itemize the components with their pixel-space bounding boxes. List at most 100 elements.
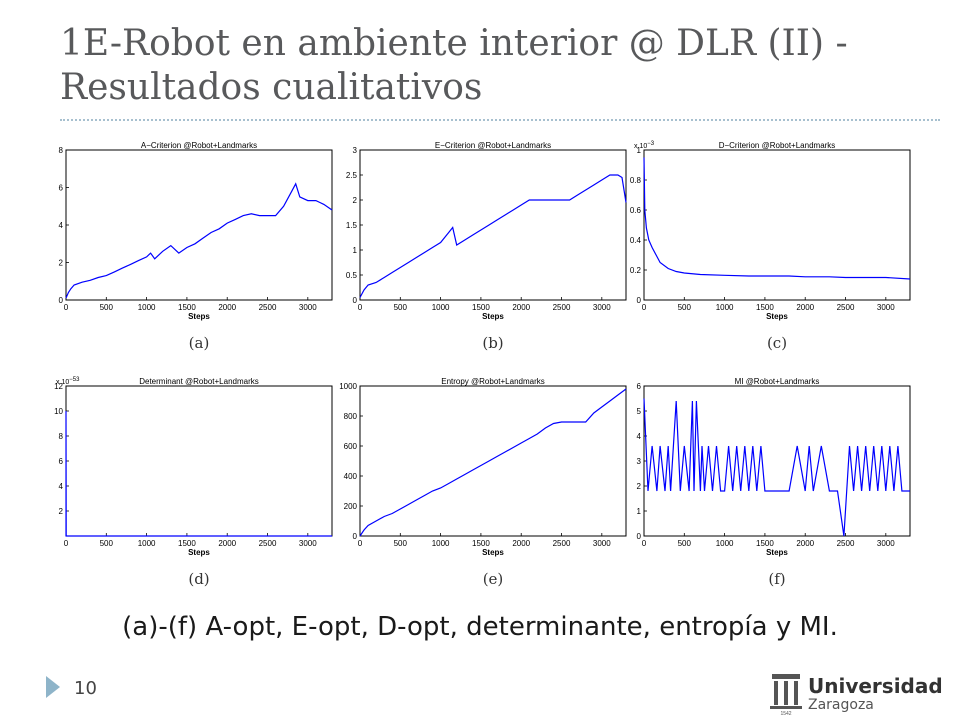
x-tick-label: 1000 <box>432 539 450 548</box>
x-axis-label: Steps <box>482 312 504 321</box>
x-axis-label: Steps <box>766 548 788 557</box>
x-axis-label: Steps <box>482 548 504 557</box>
bullet-arrow-icon <box>46 676 60 698</box>
x-tick-label: 2500 <box>837 303 855 312</box>
figure-caption: (a)-(f) A-opt, E-opt, D-opt, determinant… <box>122 612 838 642</box>
y-tick-label: 6 <box>59 457 64 466</box>
y-tick-label: 4 <box>59 221 64 230</box>
x-tick-label: 2000 <box>796 303 814 312</box>
panel-label: (e) <box>483 570 504 588</box>
y-tick-label: 8 <box>59 146 64 155</box>
y-tick-label: 6 <box>59 184 64 193</box>
plot-frame <box>359 149 627 301</box>
y-tick-label: 0.6 <box>630 206 642 215</box>
x-tick-label: 2000 <box>512 539 530 548</box>
y-tick-label: 0 <box>637 296 642 305</box>
chart-panel: A−Criterion @Robot+Landmarks 0 500 1000 1500… <box>59 141 333 352</box>
panel-label: (f) <box>768 570 785 588</box>
x-tick-label: 3000 <box>593 539 611 548</box>
series-line <box>65 182 333 299</box>
x-tick-label: 1000 <box>716 303 734 312</box>
x-tick-label: 1000 <box>432 303 450 312</box>
y-tick-label: 2.5 <box>346 171 358 180</box>
axis-exponent: x 10−53 <box>56 377 80 386</box>
title-line-1: 1E-Robot en ambiente interior @ DLR (II)… <box>60 23 848 64</box>
panel-label: (a) <box>189 334 210 352</box>
y-tick-label: 2 <box>59 259 64 268</box>
x-axis-label: Steps <box>188 312 210 321</box>
y-tick-label: 0 <box>353 532 358 541</box>
plot-frame <box>65 385 333 537</box>
y-tick-label: 400 <box>344 472 358 481</box>
chart-title: MI @Robot+Landmarks <box>735 377 820 386</box>
x-tick-label: 2500 <box>837 539 855 548</box>
x-tick-label: 2500 <box>553 539 571 548</box>
x-axis-label: Steps <box>766 312 788 321</box>
y-tick-label: 0.8 <box>630 176 642 185</box>
y-tick-label: 1000 <box>339 382 357 391</box>
chart-title: E−Criterion @Robot+Landmarks <box>435 141 551 150</box>
axis-exponent-power: −3 <box>647 141 655 147</box>
panel-label: (c) <box>767 334 787 352</box>
x-tick-label: 1000 <box>138 303 156 312</box>
plot-frame <box>643 385 911 537</box>
x-tick-label: 1500 <box>178 539 196 548</box>
y-tick-label: 2 <box>353 196 358 205</box>
y-tick-label: 0.5 <box>346 271 358 280</box>
x-tick-label: 2000 <box>796 539 814 548</box>
x-tick-label: 500 <box>100 539 114 548</box>
x-tick-label: 500 <box>394 539 408 548</box>
x-tick-label: 1500 <box>756 303 774 312</box>
x-tick-label: 3000 <box>299 539 317 548</box>
plot-frame <box>65 149 333 301</box>
chart-panel: E−Criterion @Robot+Landmarks 0 500 1000 1500… <box>346 141 627 352</box>
x-tick-label: 2500 <box>259 303 277 312</box>
x-tick-label: 500 <box>394 303 408 312</box>
y-tick-label: 3 <box>637 457 642 466</box>
chart-title: D−Criterion @Robot+Landmarks <box>719 141 836 150</box>
x-tick-label: 2000 <box>512 303 530 312</box>
x-axis-label: Steps <box>188 548 210 557</box>
x-tick-label: 3000 <box>877 539 895 548</box>
x-tick-label: 3000 <box>877 303 895 312</box>
y-tick-label: 800 <box>344 412 358 421</box>
y-tick-label: 0.2 <box>630 266 642 275</box>
chart-panel: Determinant @Robot+Landmarks x 10−53 0 500 1… <box>54 377 333 588</box>
x-tick-label: 1500 <box>472 539 490 548</box>
x-tick-label: 3000 <box>299 303 317 312</box>
chart-panel: MI @Robot+Landmarks 0 500 1000 1500 2000 2500 3… <box>637 377 911 588</box>
y-tick-label: 0 <box>59 296 64 305</box>
x-tick-label: 1500 <box>472 303 490 312</box>
y-tick-label: 2 <box>637 482 642 491</box>
y-tick-label: 1.5 <box>346 221 358 230</box>
university-logo: 1542 Universidad Zaragoza <box>768 672 943 717</box>
y-tick-label: 4 <box>59 482 64 491</box>
axis-exponent-power: −53 <box>69 377 80 383</box>
x-tick-label: 2000 <box>218 303 236 312</box>
y-tick-label: 200 <box>344 502 358 511</box>
x-tick-label: 2000 <box>218 539 236 548</box>
panel-label: (d) <box>188 570 209 588</box>
series-line <box>643 398 910 537</box>
x-tick-label: 0 <box>642 303 647 312</box>
y-tick-label: 5 <box>637 407 642 416</box>
title-line-2: Resultados cualitativos <box>60 67 483 108</box>
y-tick-label: 0 <box>637 532 642 541</box>
x-tick-label: 1000 <box>716 539 734 548</box>
logo-title: Universidad <box>808 674 943 698</box>
x-tick-label: 0 <box>64 539 69 548</box>
y-tick-label: 3 <box>353 146 358 155</box>
slide-title: 1E-Robot en ambiente interior @ DLR (II)… <box>60 22 940 110</box>
logo-subtitle: Zaragoza <box>808 697 874 713</box>
plot-frame <box>643 149 911 301</box>
plot-frame <box>359 385 627 537</box>
y-tick-label: 0 <box>353 296 358 305</box>
chart-title: Determinant @Robot+Landmarks <box>139 377 259 386</box>
x-tick-label: 0 <box>642 539 647 548</box>
x-tick-label: 0 <box>358 539 363 548</box>
series-line <box>359 388 627 537</box>
x-tick-label: 500 <box>678 303 692 312</box>
x-tick-label: 500 <box>100 303 114 312</box>
x-tick-label: 1000 <box>138 539 156 548</box>
